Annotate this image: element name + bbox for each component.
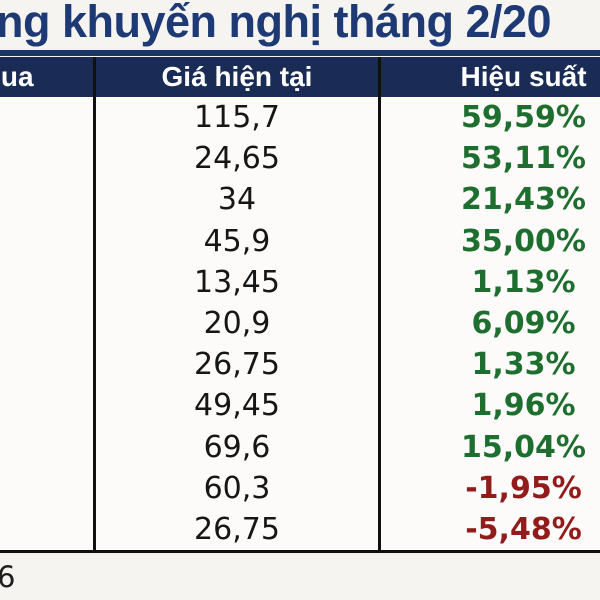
buy-price-cell [0,508,93,551]
current-price-value: 34 [217,182,257,218]
performance-cell: 21,43% [378,179,600,221]
current-price-cell: 26,75 [93,344,378,386]
current-price-cell: 60,3 [93,467,378,509]
current-price-cell: 49,45 [93,385,378,427]
header-performance: Hiệu suất [378,57,600,97]
buy-price-cell [0,138,93,180]
page-title: ng khuyến nghị tháng 2/20 [0,0,552,47]
performance-value: 1,33% [471,347,576,383]
performance-cell: 35,00% [378,220,600,262]
current-price-value: 20,9 [203,306,271,342]
performance-cell: 53,11% [378,138,600,180]
performance-value: 15,04% [461,429,586,465]
performance-value: -5,48% [465,511,582,547]
current-price-value: 24,65 [194,141,280,177]
table-row: 20,9 6,09% [0,302,600,345]
current-price-value: 13,45 [194,264,280,300]
table-row: 24,65 53,11% [0,138,600,180]
current-price-cell: 115,7 [93,97,378,139]
table-row: 45,9 35,00% [0,220,600,262]
performance-cell: 1,33% [378,344,600,386]
performance-cell: -1,95% [378,467,600,509]
table-bottom-border [0,550,600,553]
current-price-value: 26,75 [194,511,280,547]
buy-price-cell [0,302,93,345]
buy-price-cell [0,220,93,262]
current-price-cell: 45,9 [93,220,378,262]
performance-cell: 15,04% [378,426,600,468]
table-row: 26,75 -5,48% [0,508,600,551]
buy-price-cell [0,385,93,427]
current-price-value: 60,3 [203,470,271,506]
buy-price-cell [0,426,93,468]
header-buy-price-label: mua [0,61,34,92]
performance-value: 1,13% [471,264,576,300]
header-performance-label: Hiệu suất [460,61,587,92]
footer-note: 6 [0,560,16,594]
table-row: 13,45 1,13% [0,261,600,303]
performance-value: 53,11% [461,141,586,177]
table-row: 69,6 15,04% [0,426,600,468]
current-price-cell: 34 [93,179,378,221]
current-price-cell: 20,9 [93,302,378,345]
performance-cell: 1,13% [378,261,600,303]
performance-cell: -5,48% [378,508,600,551]
current-price-cell: 13,45 [93,261,378,303]
header-current-price: Giá hiện tại [93,57,378,97]
current-price-value: 26,75 [194,347,280,383]
performance-value: 1,96% [471,388,576,424]
table-row: 26,75 1,33% [0,344,600,386]
current-price-value: 49,45 [194,388,280,424]
performance-value: 6,09% [471,306,576,342]
table-header-row: mua Giá hiện tại Hiệu suất [0,57,600,97]
performance-cell: 1,96% [378,385,600,427]
buy-price-cell [0,179,93,221]
performance-value: 21,43% [461,182,586,218]
table-row: 34 21,43% [0,179,600,221]
table-body: 115,7 59,59% 24,65 53,11% 34 21,43% 45,9… [0,97,600,551]
current-price-cell: 69,6 [93,426,378,468]
table-row: 60,3 -1,95% [0,467,600,509]
header-buy-price: mua [0,57,93,97]
performance-value: 59,59% [461,100,586,136]
current-price-value: 69,6 [203,429,271,465]
table-row: 49,45 1,96% [0,385,600,427]
performance-cell: 6,09% [378,302,600,345]
table-row: 115,7 59,59% [0,97,600,139]
recommendation-table: mua Giá hiện tại Hiệu suất 115,7 59,59% … [0,57,600,551]
current-price-cell: 26,75 [93,508,378,551]
title-underline [0,50,600,56]
performance-cell: 59,59% [378,97,600,139]
performance-value: 35,00% [461,223,586,259]
buy-price-cell [0,261,93,303]
buy-price-cell [0,344,93,386]
current-price-value: 115,7 [194,100,280,136]
buy-price-cell [0,467,93,509]
buy-price-cell [0,97,93,139]
current-price-value: 45,9 [203,223,271,259]
current-price-cell: 24,65 [93,138,378,180]
header-current-price-label: Giá hiện tại [161,61,313,92]
performance-value: -1,95% [465,470,582,506]
